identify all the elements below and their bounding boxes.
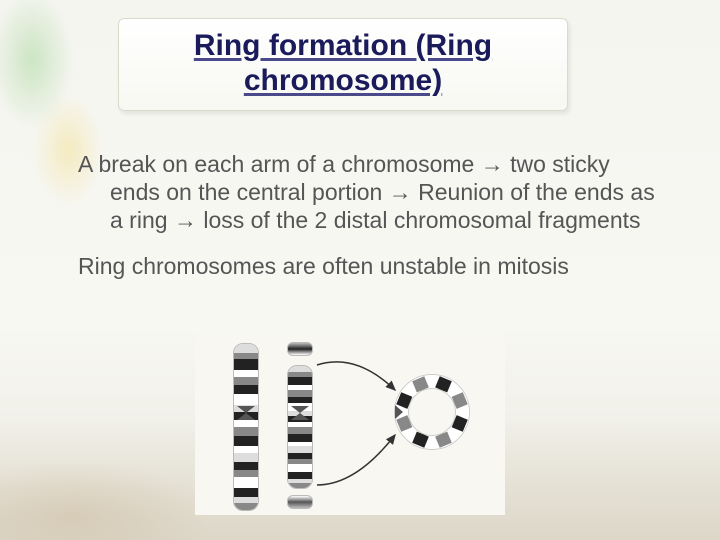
ring-chromosome <box>395 375 469 449</box>
paragraph-2: Ring chromosomes are often unstable in m… <box>78 252 663 280</box>
arrow-icon: → <box>389 179 412 205</box>
slide-title: Ring formation (Ring chromosome) <box>139 29 547 98</box>
body-text: A break on each arm of a chromosome → tw… <box>78 150 663 298</box>
p1-part-0: A break on each arm of a chromosome <box>78 151 481 177</box>
p1-part-3: loss of the 2 distal chromosomal fragmen… <box>197 207 641 233</box>
title-box: Ring formation (Ring chromosome) <box>118 18 568 111</box>
arrow-icon: → <box>481 151 504 177</box>
paragraph-1: A break on each arm of a chromosome → tw… <box>78 150 663 234</box>
arrow-icon: → <box>174 207 197 233</box>
ring-chromosome-diagram <box>195 335 505 515</box>
